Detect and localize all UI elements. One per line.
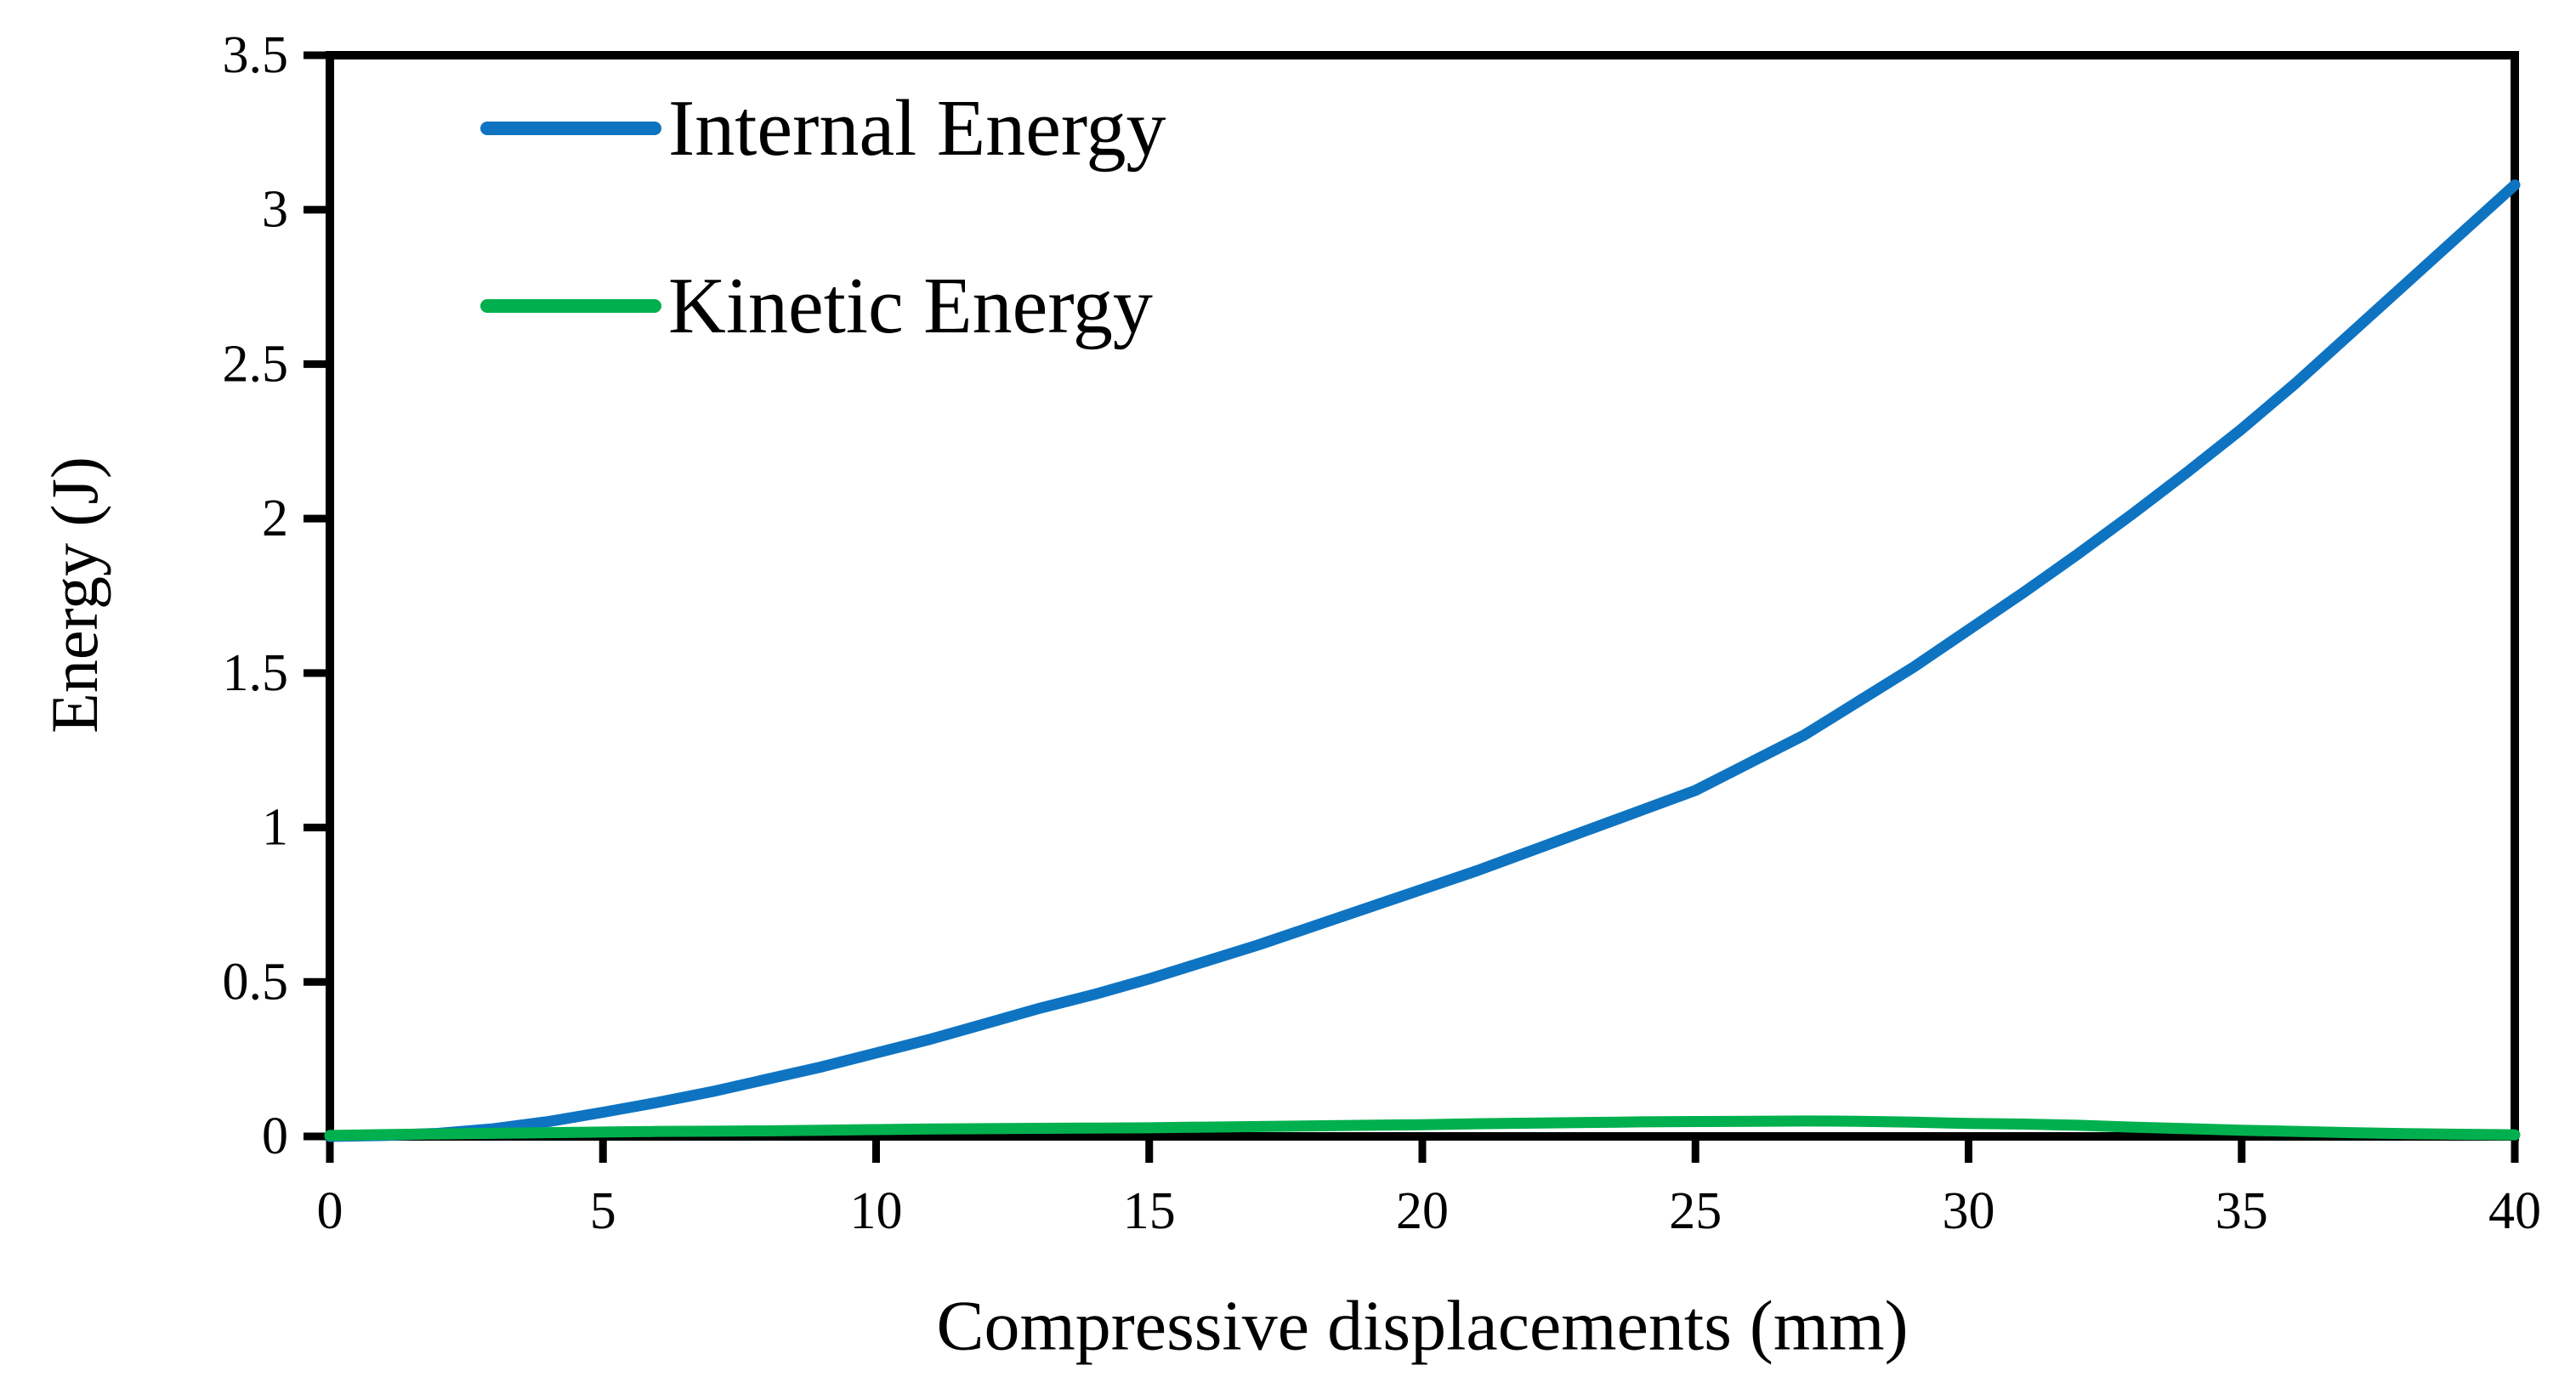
legend-label-kinetic-energy: Kinetic Energy [668, 262, 1153, 350]
x-tick-label: 0 [317, 1182, 343, 1240]
legend-item-kinetic-energy: Kinetic Energy [480, 259, 1153, 353]
plot-border [326, 51, 2519, 1141]
kinetic-energy-line-swatch [480, 299, 661, 313]
y-tick-label: 0.5 [223, 953, 289, 1011]
y-tick-label: 1.5 [223, 644, 289, 702]
y-tick-label: 2 [262, 490, 288, 547]
legend-label-internal-energy: Internal Energy [668, 84, 1166, 173]
x-axis-title: Compressive displacements (mm) [936, 1286, 1909, 1366]
kinetic-energy-line [324, 1115, 2521, 1142]
x-tick-label: 10 [850, 1182, 903, 1240]
x-tick-label: 15 [1123, 1182, 1176, 1240]
x-tick-label: 5 [590, 1182, 616, 1240]
x-tick-label: 20 [1396, 1182, 1449, 1240]
y-tick-label: 2.5 [223, 335, 289, 393]
internal-energy-line-swatch [480, 122, 661, 135]
x-tick-label: 30 [1943, 1182, 1995, 1240]
x-tick-label: 40 [2488, 1182, 2541, 1240]
y-axis-title: Energy (J) [37, 456, 111, 734]
x-tick-label: 25 [1669, 1182, 1722, 1240]
x-tick-label: 35 [2216, 1182, 2268, 1240]
internal-energy-line [324, 179, 2521, 1142]
y-tick-label: 3 [262, 181, 288, 239]
y-tick-label: 0 [262, 1108, 288, 1165]
legend-item-internal-energy: Internal Energy [480, 82, 1166, 175]
y-tick-label: 1 [262, 799, 288, 857]
y-tick-label: 3.5 [223, 26, 289, 84]
